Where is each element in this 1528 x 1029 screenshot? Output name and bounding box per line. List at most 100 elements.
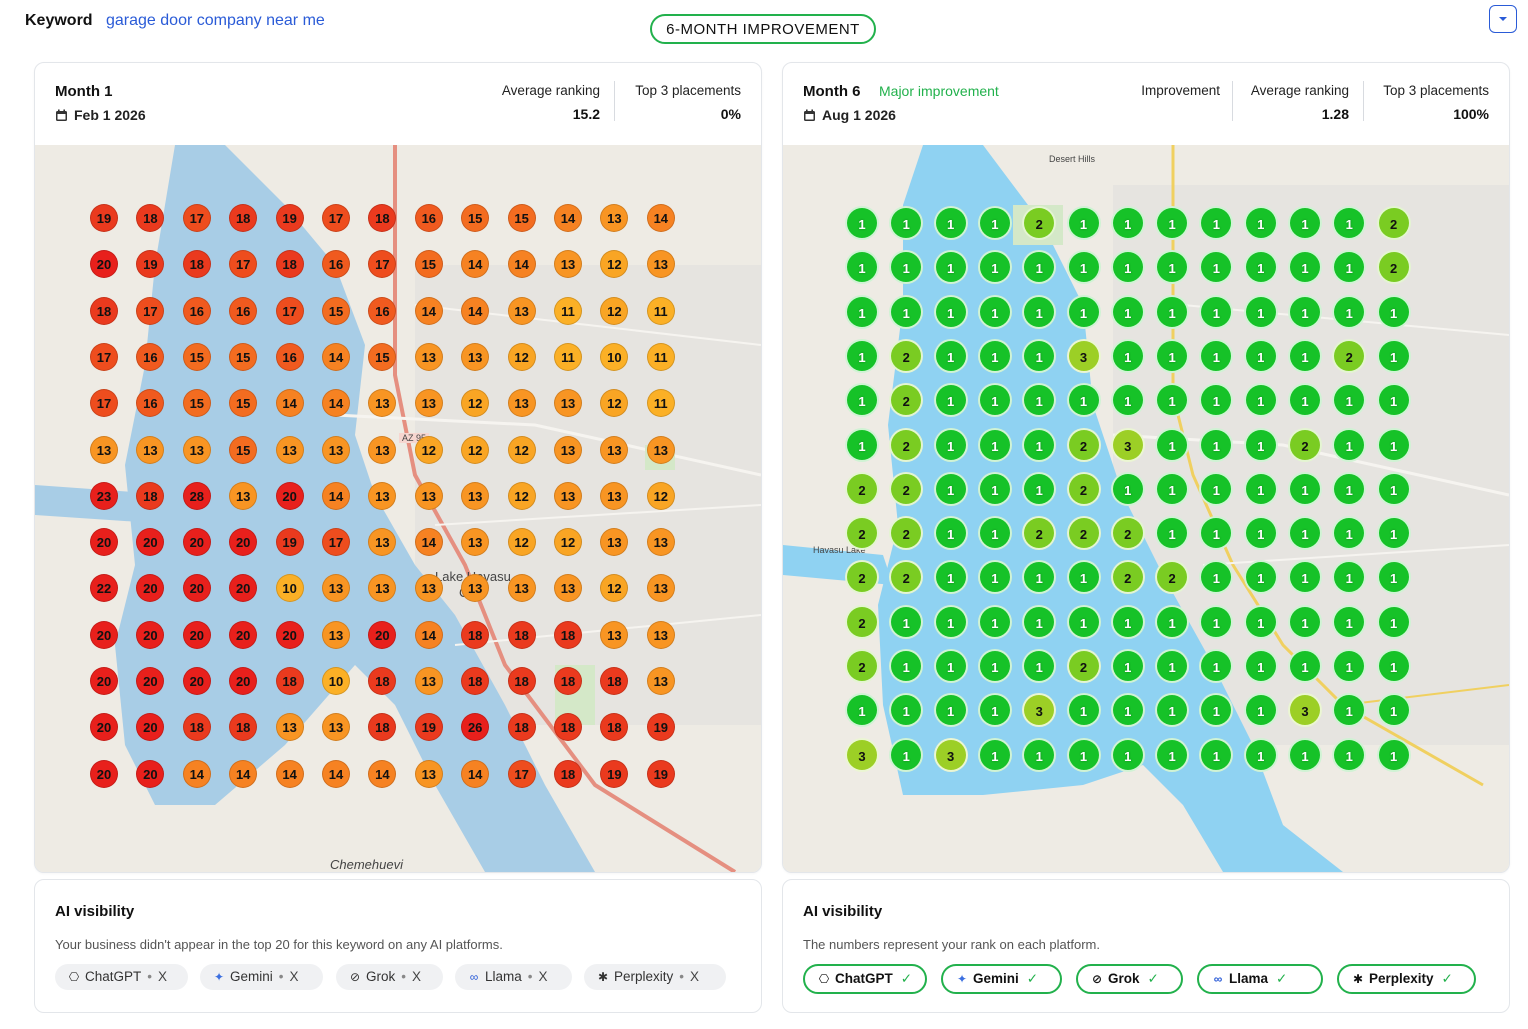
rank-dot[interactable]: 17 — [322, 528, 350, 557]
rank-dot[interactable]: 20 — [136, 667, 165, 695]
rank-dot[interactable]: 1 — [889, 206, 924, 240]
rank-dot[interactable]: 3 — [1288, 693, 1322, 728]
rank-dot[interactable]: 28 — [182, 481, 211, 510]
platform-chip-perplexity[interactable]: ✱ Perplexity ✓ — [1337, 964, 1476, 994]
rank-grid-map[interactable]: AZ 95 Lake Havasu City Chemehuevi 191817… — [35, 145, 761, 872]
rank-dot[interactable]: 2 — [1066, 427, 1101, 462]
rank-dot[interactable]: 1 — [1022, 427, 1057, 462]
rank-dot[interactable]: 12 — [461, 435, 490, 464]
rank-dot[interactable]: 18 — [461, 667, 490, 695]
rank-dot[interactable]: 26 — [461, 713, 490, 742]
rank-dot[interactable]: 12 — [461, 389, 490, 418]
rank-dot[interactable]: 15 — [229, 435, 258, 464]
rank-dot[interactable]: 1 — [1288, 560, 1322, 595]
rank-dot[interactable]: 1 — [1332, 737, 1367, 772]
rank-dot[interactable]: 2 — [889, 383, 924, 418]
rank-dot[interactable]: 1 — [1022, 338, 1057, 373]
rank-dot[interactable]: 15 — [461, 204, 490, 232]
rank-dot[interactable]: 13 — [554, 574, 582, 603]
rank-dot[interactable]: 13 — [368, 528, 397, 557]
rank-dot[interactable]: 18 — [554, 667, 582, 695]
rank-dot[interactable]: 1 — [1376, 693, 1411, 728]
rank-dot[interactable]: 23 — [90, 481, 118, 510]
rank-dot[interactable]: 13 — [646, 435, 675, 464]
rank-dot[interactable]: 1 — [1199, 604, 1234, 639]
rank-dot[interactable]: 1 — [1288, 294, 1322, 329]
rank-dot[interactable]: 18 — [600, 713, 629, 742]
rank-dot[interactable]: 12 — [507, 435, 536, 464]
rank-dot[interactable]: 20 — [229, 574, 258, 603]
rank-dot[interactable]: 19 — [600, 759, 629, 788]
rank-dot[interactable]: 20 — [229, 620, 258, 649]
rank-dot[interactable]: 2 — [845, 471, 879, 506]
rank-dot[interactable]: 20 — [136, 620, 165, 649]
rank-dot[interactable]: 13 — [646, 620, 675, 649]
rank-dot[interactable]: 17 — [136, 296, 165, 325]
platform-chip-grok[interactable]: ⊘ Grok • X — [336, 964, 443, 990]
rank-dot[interactable]: 19 — [414, 713, 443, 742]
rank-dot[interactable]: 16 — [414, 204, 443, 232]
platform-chip-chatgpt[interactable]: ⎔ ChatGPT ✓ — [803, 964, 927, 994]
rank-dot[interactable]: 15 — [182, 342, 211, 371]
rank-dot[interactable]: 18 — [461, 620, 490, 649]
rank-dot[interactable]: 13 — [461, 342, 490, 371]
rank-dot[interactable]: 1 — [1199, 294, 1234, 329]
rank-dot[interactable]: 1 — [1376, 471, 1411, 506]
rank-dot[interactable]: 20 — [229, 528, 258, 557]
rank-dot[interactable]: 1 — [933, 427, 968, 462]
rank-dot[interactable]: 1 — [1066, 294, 1101, 329]
rank-dot[interactable]: 20 — [182, 620, 211, 649]
rank-dot[interactable]: 1 — [977, 250, 1012, 285]
rank-dot[interactable]: 1 — [1243, 471, 1278, 506]
rank-dot[interactable]: 13 — [507, 296, 536, 325]
rank-dot[interactable]: 13 — [646, 528, 675, 557]
rank-dot[interactable]: 1 — [1155, 250, 1190, 285]
rank-dot[interactable]: 12 — [600, 296, 629, 325]
rank-dot[interactable]: 1 — [1243, 250, 1278, 285]
platform-chip-grok[interactable]: ⊘ Grok ✓ — [1076, 964, 1183, 994]
rank-dot[interactable]: 2 — [1332, 338, 1367, 373]
rank-dot[interactable]: 1 — [1066, 383, 1101, 418]
rank-dot[interactable]: 17 — [507, 759, 536, 788]
rank-dot[interactable]: 1 — [1332, 560, 1367, 595]
dropdown-button[interactable] — [1489, 5, 1517, 33]
rank-dot[interactable]: 1 — [1376, 737, 1411, 772]
rank-dot[interactable]: 2 — [1376, 206, 1411, 240]
rank-dot[interactable]: 1 — [1243, 338, 1278, 373]
rank-dot[interactable]: 2 — [889, 338, 924, 373]
rank-dot[interactable]: 20 — [229, 667, 258, 695]
rank-dot[interactable]: 1 — [1376, 516, 1411, 551]
rank-dot[interactable]: 13 — [368, 574, 397, 603]
rank-dot[interactable]: 1 — [1155, 604, 1190, 639]
rank-dot[interactable]: 18 — [368, 204, 397, 232]
rank-dot[interactable]: 13 — [414, 759, 443, 788]
rank-dot[interactable]: 2 — [1066, 471, 1101, 506]
rank-dot[interactable]: 15 — [182, 389, 211, 418]
rank-dot[interactable]: 13 — [322, 435, 350, 464]
rank-dot[interactable]: 1 — [1022, 471, 1057, 506]
rank-dot[interactable]: 1 — [933, 338, 968, 373]
rank-dot[interactable]: 22 — [90, 574, 118, 603]
rank-dot[interactable]: 18 — [275, 250, 304, 279]
rank-dot[interactable]: 1 — [1243, 294, 1278, 329]
rank-dot[interactable]: 1 — [1243, 737, 1278, 772]
rank-dot[interactable]: 1 — [977, 427, 1012, 462]
rank-dot[interactable]: 1 — [933, 560, 968, 595]
rank-dot[interactable]: 17 — [182, 204, 211, 232]
rank-dot[interactable]: 16 — [322, 250, 350, 279]
rank-dot[interactable]: 14 — [322, 342, 350, 371]
rank-dot[interactable]: 1 — [889, 693, 924, 728]
rank-dot[interactable]: 12 — [507, 342, 536, 371]
rank-dot[interactable]: 13 — [182, 435, 211, 464]
rank-dot[interactable]: 2 — [845, 649, 879, 683]
rank-dot[interactable]: 20 — [90, 528, 118, 557]
rank-dot[interactable]: 1 — [933, 383, 968, 418]
rank-dot[interactable]: 1 — [977, 294, 1012, 329]
rank-dot[interactable]: 14 — [322, 389, 350, 418]
rank-dot[interactable]: 14 — [322, 759, 350, 788]
rank-dot[interactable]: 1 — [977, 516, 1012, 551]
rank-dot[interactable]: 1 — [1066, 560, 1101, 595]
rank-dot[interactable]: 18 — [368, 667, 397, 695]
rank-dot[interactable]: 1 — [977, 383, 1012, 418]
rank-dot[interactable]: 1 — [1332, 250, 1367, 285]
